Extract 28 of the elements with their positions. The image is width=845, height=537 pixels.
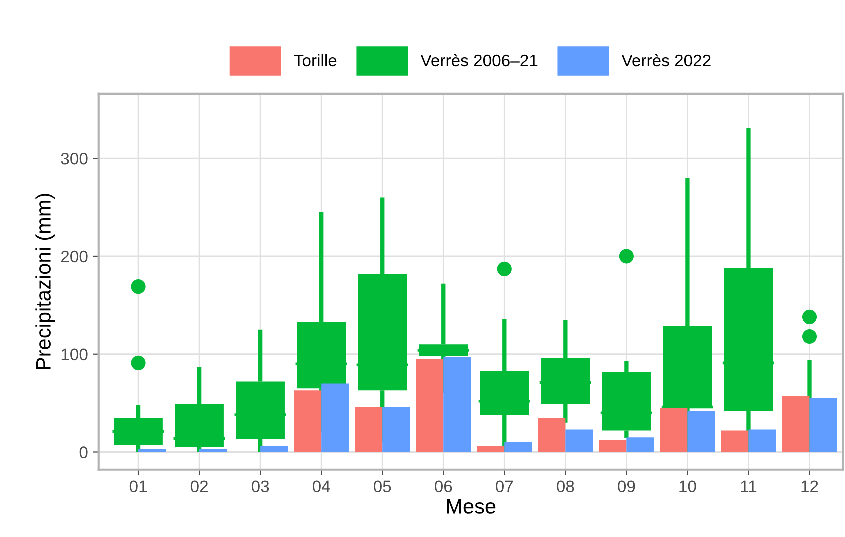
x-tick-label: 10 bbox=[680, 480, 696, 493]
bar bbox=[477, 446, 505, 452]
y-axis-title: Precipitazioni (mm) bbox=[36, 194, 56, 370]
y-tick-label: 200 bbox=[61, 250, 88, 263]
bar bbox=[504, 442, 532, 452]
x-tick-label: 03 bbox=[252, 480, 270, 493]
x-tick-label: 12 bbox=[802, 480, 818, 492]
x-tick-label: 04 bbox=[312, 480, 330, 493]
x-tick-label: 05 bbox=[374, 480, 392, 493]
bar bbox=[626, 438, 654, 452]
bar bbox=[566, 430, 594, 452]
legend-label: Verrès 2006–21 bbox=[420, 54, 538, 67]
x-tick-label: 07 bbox=[496, 480, 514, 493]
x-tick-label: 01 bbox=[130, 480, 147, 493]
x-tick-label: 02 bbox=[190, 480, 208, 493]
y-tick-label: 100 bbox=[62, 348, 88, 361]
bar bbox=[599, 440, 627, 452]
x-tick-label: 06 bbox=[435, 480, 452, 493]
x-tick-label: 11 bbox=[741, 480, 757, 492]
legend-label: Torille bbox=[294, 54, 337, 67]
y-tick-label: 0 bbox=[80, 446, 88, 458]
x-tick-label: 08 bbox=[557, 480, 574, 493]
x-axis-title: Mese bbox=[447, 499, 496, 514]
bar bbox=[538, 418, 566, 452]
legend-label: Verrès 2022 bbox=[622, 54, 711, 67]
x-tick-label: 09 bbox=[618, 480, 636, 493]
bar bbox=[416, 359, 444, 452]
y-tick-label: 300 bbox=[61, 152, 88, 165]
